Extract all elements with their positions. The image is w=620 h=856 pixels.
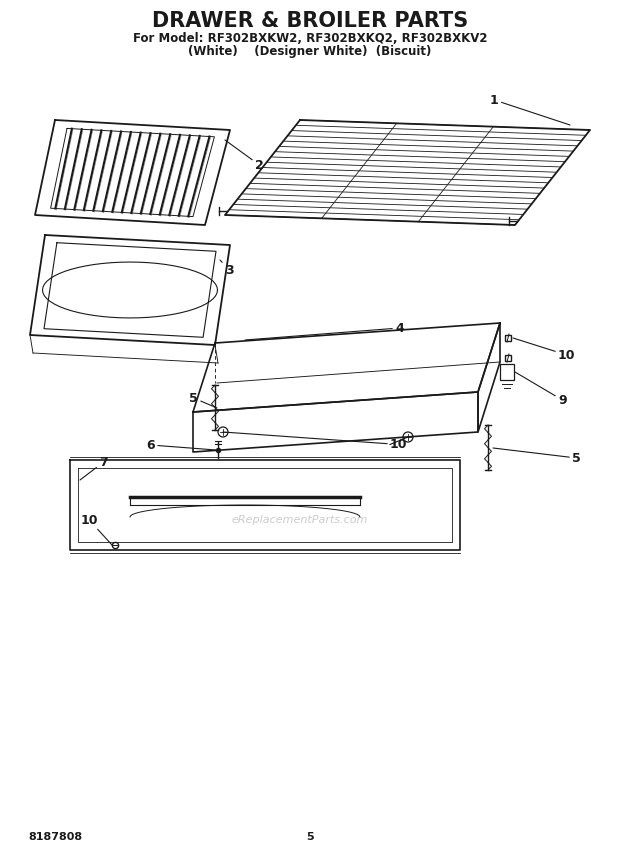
- Text: 6: 6: [146, 438, 216, 451]
- Text: 10: 10: [513, 338, 575, 361]
- Text: 5: 5: [493, 448, 581, 465]
- Text: 5: 5: [189, 391, 217, 408]
- Text: For Model: RF302BXKW2, RF302BXKQ2, RF302BXKV2: For Model: RF302BXKW2, RF302BXKQ2, RF302…: [133, 32, 487, 45]
- Text: 10: 10: [81, 514, 112, 545]
- Text: 1: 1: [490, 93, 570, 125]
- Text: 7: 7: [80, 455, 108, 480]
- Text: 5: 5: [306, 832, 314, 842]
- Text: 3: 3: [220, 260, 234, 276]
- Text: 9: 9: [515, 372, 567, 407]
- Bar: [500, 364, 514, 380]
- Text: 8187808: 8187808: [28, 832, 82, 842]
- Text: DRAWER & BROILER PARTS: DRAWER & BROILER PARTS: [152, 11, 468, 31]
- Text: 2: 2: [225, 140, 264, 171]
- Text: 10: 10: [223, 432, 407, 451]
- Text: (White)    (Designer White)  (Biscuit): (White) (Designer White) (Biscuit): [188, 45, 432, 57]
- Text: 4: 4: [245, 322, 404, 340]
- Text: eReplacementParts.com: eReplacementParts.com: [232, 515, 368, 525]
